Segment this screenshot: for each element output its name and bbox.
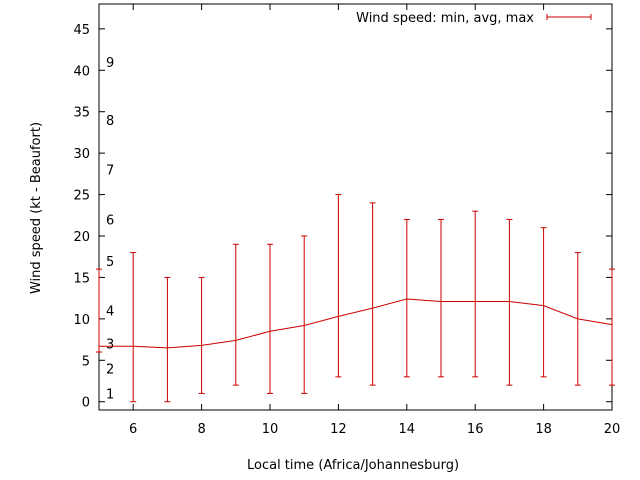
x-tick-label: 18	[535, 422, 552, 437]
legend: Wind speed: min, avg, max	[356, 11, 592, 26]
x-tick-label: 6	[129, 422, 137, 437]
x-tick-label: 20	[604, 422, 621, 437]
x-tick-label: 8	[197, 422, 205, 437]
beaufort-label: 9	[106, 56, 114, 71]
legend-label: Wind speed: min, avg, max	[356, 11, 534, 26]
beaufort-label: 3	[106, 338, 114, 353]
y-tick-label: 10	[73, 313, 90, 328]
plot-frame	[98, 3, 613, 411]
beaufort-label: 7	[106, 164, 114, 179]
y-axis-title: Wind speed (kt - Beaufort)	[29, 122, 44, 294]
beaufort-label: 1	[106, 387, 114, 402]
x-tick-label: 14	[399, 422, 416, 437]
x-axis: 6 8 10 12 14 16 18 20	[129, 4, 620, 437]
y-tick-label: 5	[82, 354, 90, 369]
beaufort-label: 4	[106, 305, 114, 320]
beaufort-label: 2	[106, 363, 114, 378]
y-tick-label: 40	[73, 64, 90, 79]
y-tick-label: 0	[82, 396, 90, 411]
avg-line	[99, 298, 613, 349]
legend-key	[546, 14, 592, 20]
y-tick-label: 35	[73, 106, 90, 121]
series-group	[96, 194, 615, 403]
y-tick-label: 30	[73, 147, 90, 162]
y-tick-label: 45	[73, 23, 90, 38]
beaufort-scale: 1 2 3 4 5 6 7 8 9	[106, 56, 114, 402]
y-tick-label: 15	[73, 271, 90, 286]
x-tick-label: 16	[467, 422, 484, 437]
beaufort-label: 8	[106, 114, 114, 129]
x-axis-title: Local time (Africa/Johannesburg)	[247, 458, 459, 473]
y-tick-label: 25	[73, 189, 90, 204]
x-tick-label: 10	[262, 422, 279, 437]
beaufort-label: 5	[106, 255, 114, 270]
x-tick-label: 12	[330, 422, 347, 437]
y-tick-label: 20	[73, 230, 90, 245]
beaufort-label: 6	[106, 213, 114, 228]
